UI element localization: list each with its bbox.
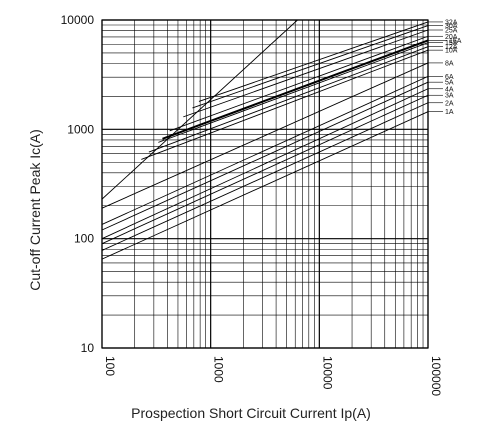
- series-label-20A: 20A: [445, 34, 458, 41]
- series-line-6A: [101, 75, 429, 225]
- series-line-5A: [101, 81, 429, 231]
- series-line-20A: [169, 35, 429, 132]
- plot-frame: [101, 19, 429, 349]
- series-label-15A: 15A: [445, 40, 458, 47]
- series-label-30A: 30A: [445, 23, 458, 30]
- series-label-4A: 4A: [445, 86, 454, 93]
- series-lines: [101, 21, 429, 260]
- series-line-15A: [158, 42, 429, 143]
- series-label-3A: 3A: [445, 93, 454, 100]
- x-axis-title: Prospection Short Circuit Current Ip(A): [131, 405, 371, 421]
- series-label-12A: 12A: [445, 44, 458, 51]
- series-label-8A: 8A: [445, 60, 454, 67]
- tick-labels: 10 100 1000 10000 100 1000 10000 100000: [61, 13, 443, 396]
- series-line-12A: [148, 46, 429, 153]
- x-tick-label: 1000: [212, 356, 226, 383]
- series-label-2A: 2A: [445, 100, 454, 107]
- series-line-3A: [101, 94, 429, 245]
- series-label-25A: 25A: [445, 28, 458, 35]
- grid: [101, 19, 429, 349]
- y-axis-title: Cut-off Current Peak Ic(A): [27, 129, 43, 291]
- series-line-25A: [183, 29, 429, 118]
- y-tick-label: 10000: [61, 13, 95, 27]
- series-label-1A: 1A: [445, 109, 454, 116]
- reference-line: [101, 19, 298, 200]
- series-label-16A: 16A: [449, 38, 462, 45]
- series-line-30A: [192, 25, 429, 109]
- series-line-8A: [101, 62, 429, 209]
- y-tick-label: 100: [74, 232, 94, 246]
- x-tick-label: 10000: [320, 356, 334, 390]
- y-tick-label: 1000: [67, 122, 94, 136]
- series-label-5A: 5A: [445, 80, 454, 87]
- y-tick-label: 10: [81, 341, 95, 355]
- series-label-6A: 6A: [445, 74, 454, 81]
- series-line-10A: [141, 49, 429, 160]
- series-line-2A: [101, 102, 429, 251]
- series-line-1A: [101, 111, 429, 260]
- series-label-32A: 32A: [445, 19, 458, 26]
- series-label-10A: 10A: [445, 48, 458, 55]
- series-line-32A: [198, 21, 429, 102]
- series-line-16A: [162, 39, 429, 140]
- x-tick-label: 100000: [429, 356, 443, 396]
- series-line-4A: [101, 88, 429, 240]
- reference-line: [101, 19, 298, 200]
- x-tick-label: 100: [103, 356, 117, 376]
